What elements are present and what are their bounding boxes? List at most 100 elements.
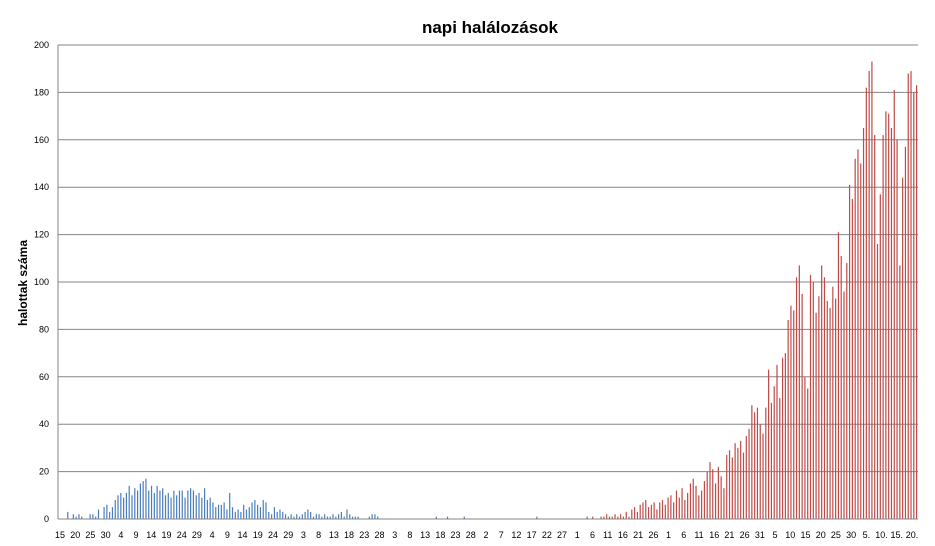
- bar: [726, 455, 728, 519]
- bar: [142, 481, 144, 519]
- bar: [801, 293, 803, 519]
- y-tick-label: 60: [39, 372, 49, 382]
- bar: [111, 507, 114, 519]
- bar: [139, 483, 141, 519]
- bar: [125, 492, 128, 519]
- bar: [661, 500, 664, 519]
- bar: [340, 511, 343, 519]
- x-tick-label: 16: [709, 530, 719, 540]
- chart-title: napi halálozások: [422, 18, 559, 37]
- bar: [846, 263, 848, 519]
- bar: [195, 495, 197, 519]
- bar: [904, 146, 907, 519]
- y-tick-label: 140: [34, 182, 49, 192]
- bar: [307, 509, 309, 519]
- bar: [656, 509, 658, 519]
- x-tick-label: 10.: [875, 530, 888, 540]
- bar: [673, 502, 675, 519]
- bar: [893, 90, 895, 519]
- bar: [164, 495, 167, 519]
- bar: [162, 488, 164, 519]
- bar: [310, 511, 312, 519]
- bar: [698, 495, 700, 519]
- x-tick-label: 27: [557, 530, 567, 540]
- x-tick-label: 29: [192, 530, 202, 540]
- x-tick-label: 4: [118, 530, 123, 540]
- bar: [617, 516, 619, 519]
- bar: [860, 163, 862, 519]
- x-tick-label: 19: [253, 530, 263, 540]
- bar: [435, 516, 437, 519]
- bar: [72, 514, 74, 519]
- bar: [223, 502, 225, 519]
- bar: [198, 492, 200, 519]
- bar: [109, 511, 111, 519]
- bar: [731, 457, 733, 519]
- x-tick-label: 1: [575, 530, 580, 540]
- bar: [170, 497, 172, 519]
- bar: [818, 296, 820, 519]
- y-tick-label: 0: [44, 514, 49, 524]
- x-tick-label: 1: [666, 530, 671, 540]
- bar: [882, 135, 884, 519]
- x-tick-label: 22: [542, 530, 552, 540]
- bar: [633, 507, 636, 519]
- bar: [78, 514, 80, 519]
- bar: [128, 485, 130, 519]
- x-tick-label: 3: [392, 530, 397, 540]
- bar: [338, 514, 340, 519]
- x-tick-label: 11: [694, 530, 703, 540]
- x-tick-label: 25: [831, 530, 841, 540]
- x-tick-label: 25: [85, 530, 95, 540]
- bar: [659, 502, 661, 519]
- bar: [868, 71, 870, 519]
- bar: [181, 490, 183, 519]
- bar: [876, 244, 879, 519]
- bar: [290, 514, 292, 519]
- bar: [603, 516, 605, 519]
- bar: [349, 514, 351, 519]
- y-tick-label: 120: [34, 230, 49, 240]
- bar: [145, 478, 147, 519]
- bar: [639, 504, 641, 519]
- bar: [282, 511, 284, 519]
- bar: [215, 507, 217, 519]
- bar: [298, 516, 301, 519]
- bar: [231, 507, 234, 519]
- bar: [642, 502, 644, 519]
- y-tick-label: 100: [34, 277, 49, 287]
- x-tick-label: 23: [451, 530, 461, 540]
- x-tick-label: 13: [420, 530, 430, 540]
- bar: [217, 504, 220, 519]
- bar: [916, 85, 918, 519]
- bar: [737, 447, 739, 519]
- bar: [173, 490, 175, 519]
- bar: [695, 485, 697, 519]
- bar: [706, 471, 708, 519]
- bar: [329, 516, 331, 519]
- bar: [636, 511, 638, 519]
- bar: [807, 388, 809, 519]
- x-tick-label: 18: [344, 530, 354, 540]
- bar: [784, 353, 786, 519]
- bar: [271, 514, 273, 519]
- bar: [823, 277, 826, 519]
- bar: [346, 509, 348, 519]
- bar: [159, 490, 161, 519]
- bar: [631, 509, 633, 519]
- bar: [650, 504, 652, 519]
- x-tick-label: 28: [374, 530, 384, 540]
- bar: [150, 485, 153, 519]
- bar: [318, 514, 320, 519]
- x-tick-label: 7: [499, 530, 504, 540]
- bar: [184, 497, 186, 519]
- bar: [728, 450, 731, 519]
- bar: [187, 490, 189, 519]
- bar: [262, 500, 264, 519]
- bar: [237, 509, 239, 519]
- bar: [765, 407, 767, 519]
- bar: [832, 286, 834, 519]
- bar: [756, 407, 759, 519]
- bar: [684, 500, 686, 519]
- bar: [89, 514, 91, 519]
